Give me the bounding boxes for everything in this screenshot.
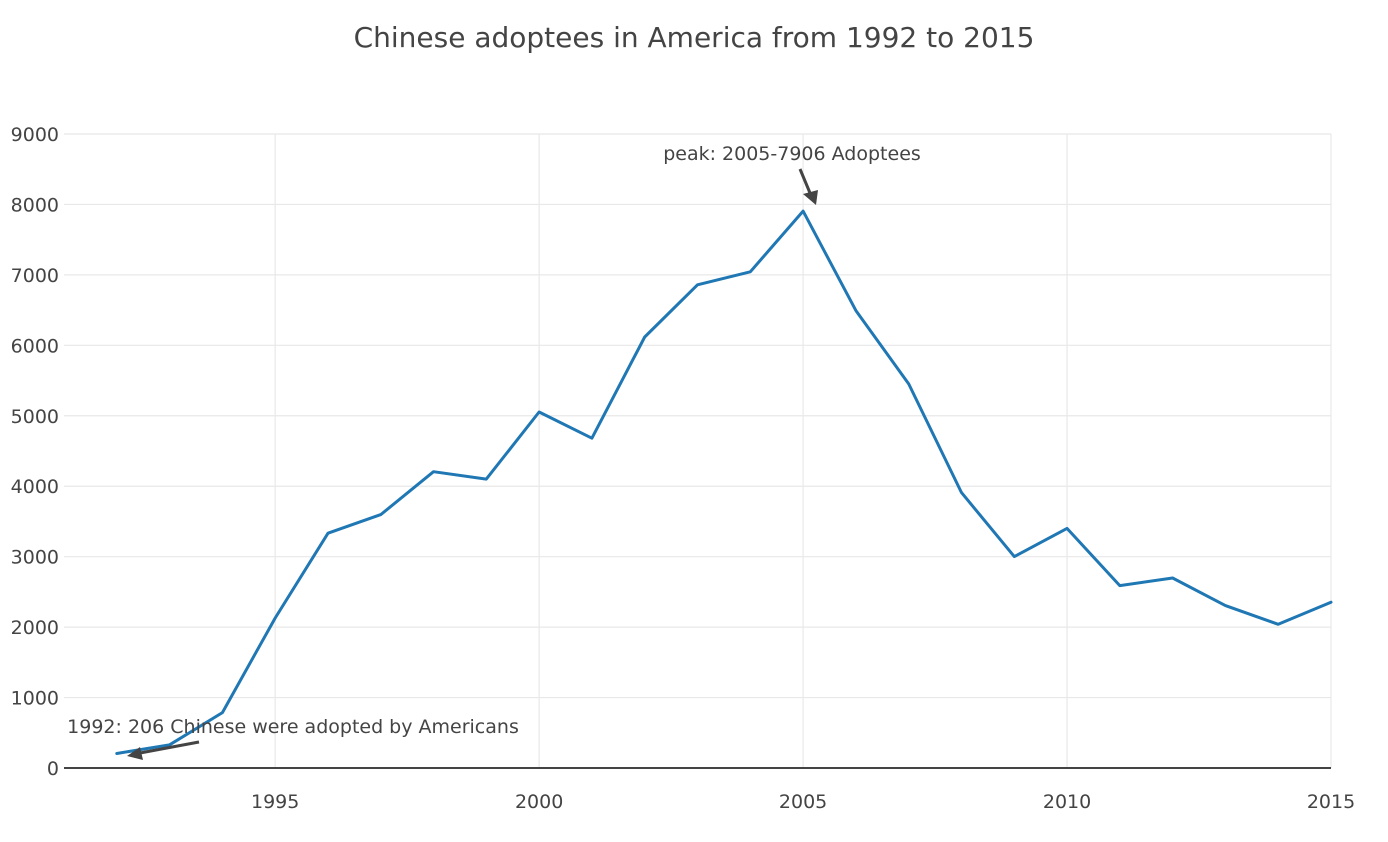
annotation-peak-arrowhead bbox=[803, 190, 818, 205]
x-tick-label: 2005 bbox=[779, 791, 827, 813]
x-tick-label: 2000 bbox=[515, 791, 563, 813]
y-tick-label: 5000 bbox=[11, 406, 59, 428]
data-point[interactable] bbox=[114, 750, 120, 756]
data-point[interactable] bbox=[1222, 603, 1228, 609]
y-tick-label: 4000 bbox=[11, 476, 59, 498]
data-point[interactable] bbox=[642, 334, 648, 340]
series-group bbox=[114, 208, 1334, 756]
data-point[interactable] bbox=[853, 308, 859, 314]
y-tick-label: 7000 bbox=[11, 265, 59, 287]
data-point[interactable] bbox=[536, 409, 542, 415]
annotation-start-label: 1992: 206 Chinese were adopted by Americ… bbox=[67, 716, 519, 738]
data-point[interactable] bbox=[958, 490, 964, 496]
data-point[interactable] bbox=[1170, 575, 1176, 581]
data-point[interactable] bbox=[747, 269, 753, 275]
annotations: peak: 2005-7906 Adoptees 1992: 206 Chine… bbox=[67, 143, 921, 760]
x-tick-label: 1995 bbox=[251, 791, 299, 813]
series-line bbox=[115, 209, 1333, 755]
annotation-peak-arrow bbox=[798, 168, 812, 194]
y-tick-labels: 0 1000 2000 3000 4000 5000 6000 7000 8000 9000 bbox=[11, 124, 59, 780]
data-point[interactable] bbox=[431, 469, 437, 475]
y-gridlines bbox=[64, 133, 1331, 699]
data-point[interactable] bbox=[589, 435, 595, 441]
y-tick-label: 8000 bbox=[11, 194, 59, 216]
data-point[interactable] bbox=[272, 615, 278, 621]
annotation-start-arrowhead bbox=[127, 747, 143, 760]
x-gridlines bbox=[274, 134, 1332, 768]
y-tick-label: 0 bbox=[47, 758, 59, 780]
data-point[interactable] bbox=[325, 530, 331, 536]
annotation-start-arrow bbox=[139, 740, 200, 755]
x-tick-label: 2010 bbox=[1043, 791, 1091, 813]
x-tick-label: 2015 bbox=[1307, 791, 1355, 813]
y-tick-label: 9000 bbox=[11, 124, 59, 146]
data-point[interactable] bbox=[1328, 599, 1334, 605]
data-point[interactable] bbox=[800, 208, 806, 214]
data-point[interactable] bbox=[1117, 583, 1123, 589]
data-point[interactable] bbox=[483, 476, 489, 482]
x-tick-labels: 1995 2000 2005 2010 2015 bbox=[251, 791, 1355, 813]
data-point[interactable] bbox=[378, 512, 384, 518]
data-point[interactable] bbox=[695, 282, 701, 288]
y-tick-label: 6000 bbox=[11, 335, 59, 357]
y-tick-label: 2000 bbox=[11, 617, 59, 639]
data-point[interactable] bbox=[1011, 554, 1017, 560]
y-tick-label: 3000 bbox=[11, 547, 59, 569]
data-point[interactable] bbox=[1064, 525, 1070, 531]
chart-title: Chinese adoptees in America from 1992 to… bbox=[354, 21, 1035, 54]
data-point[interactable] bbox=[219, 710, 225, 716]
y-tick-label: 1000 bbox=[11, 688, 59, 710]
data-point[interactable] bbox=[1275, 621, 1281, 627]
data-point[interactable] bbox=[906, 381, 912, 387]
annotation-peak-label: peak: 2005-7906 Adoptees bbox=[663, 143, 921, 165]
